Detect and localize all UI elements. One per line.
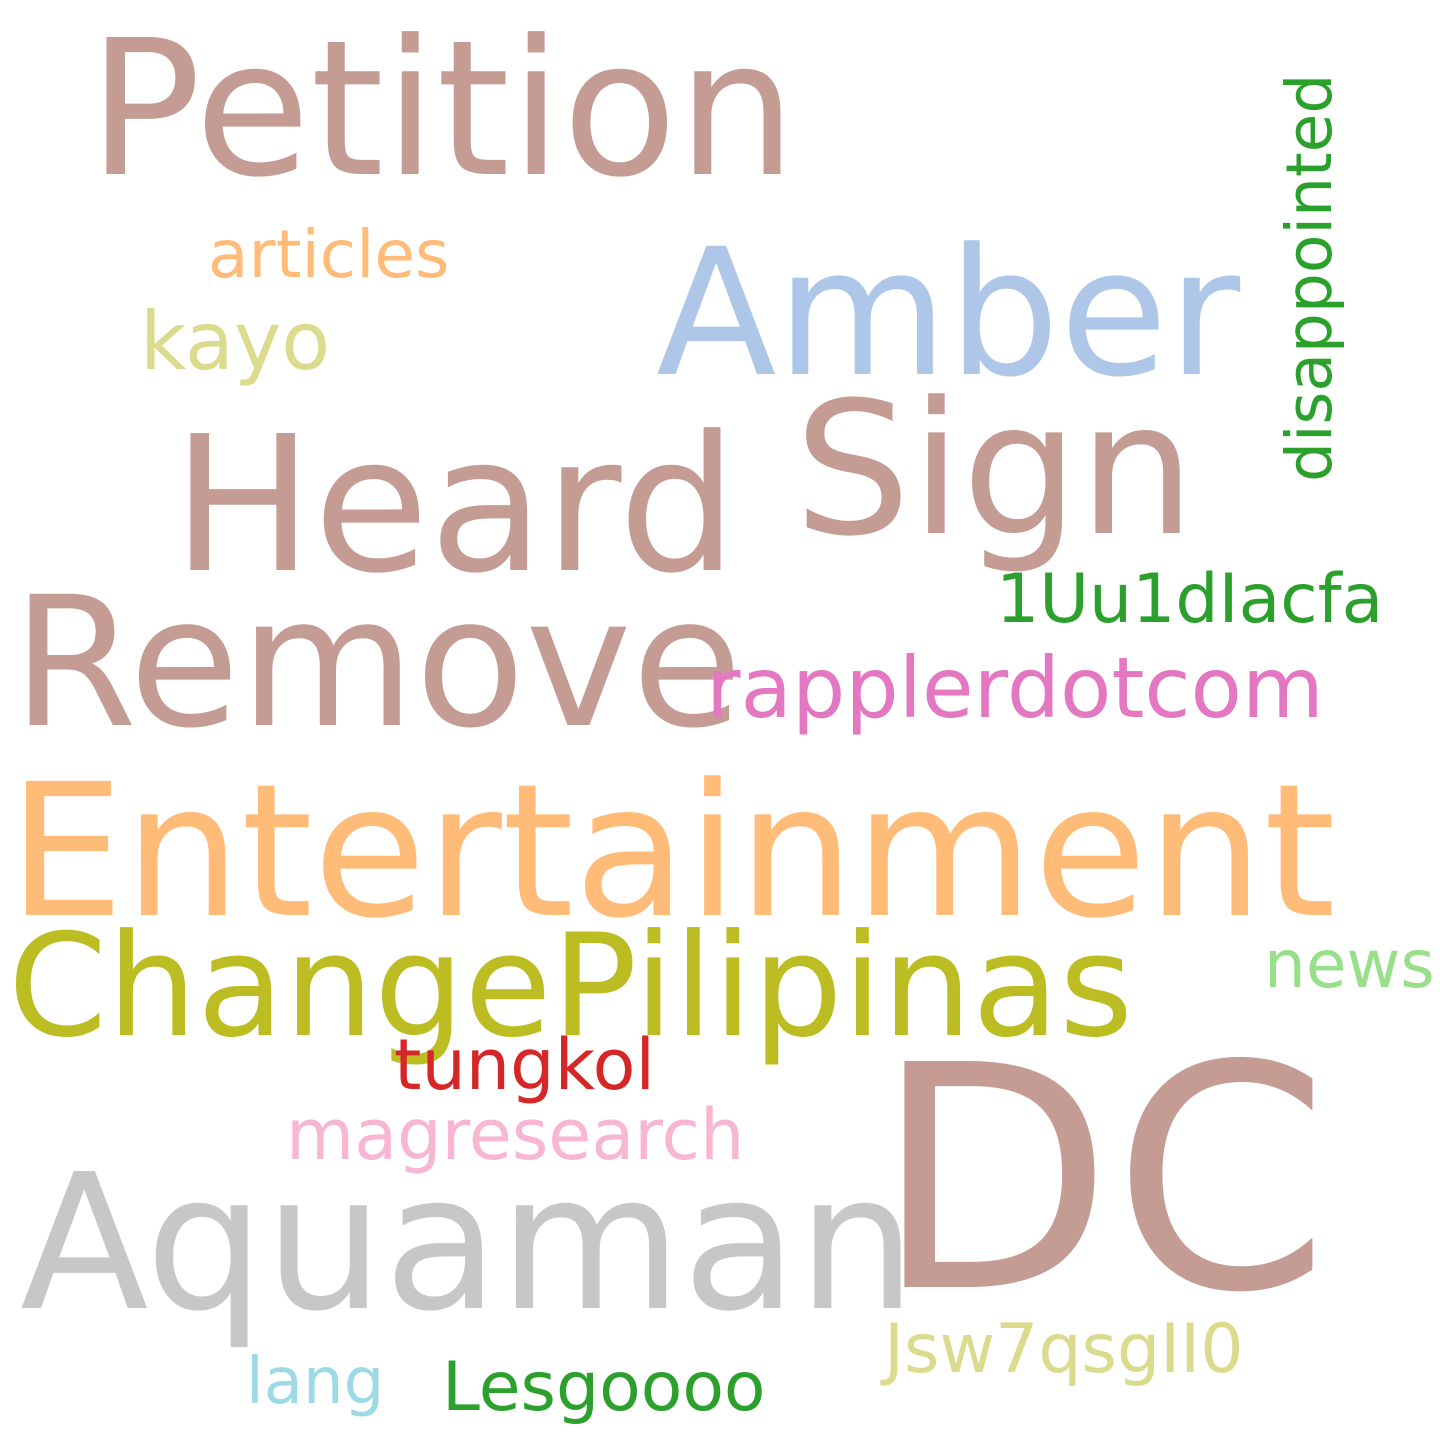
word-rapplerdotcom: rapplerdotcom [706,639,1324,737]
word-dc: DC [874,1000,1330,1361]
word-disappointed: disappointed [1273,73,1346,482]
word-changepilipinas: ChangePilipinas [8,904,1134,1069]
word-entertainment: Entertainment [8,745,1336,959]
word-petition: Petition [88,0,797,219]
word-heard: Heard [172,396,738,615]
word-magresearch: magresearch [286,1094,745,1176]
word-tungkol: tungkol [394,1024,655,1106]
word-news: news [1264,926,1435,1003]
word-1uu1diacfa: 1Uu1dIacfa [996,560,1384,639]
word-lesgoooo: Lesgoooo [442,1348,766,1427]
word-articles: articles [208,216,450,293]
word-jsw7qsgii0: Jsw7qsgII0 [884,1310,1244,1389]
word-remove: Remove [12,559,743,768]
word-kayo: kayo [140,295,331,388]
word-sign: Sign [794,363,1196,577]
word-lang: lang [246,1345,385,1419]
word-amber: Amber [656,211,1241,416]
word-aquaman: Aquaman [20,1134,917,1353]
